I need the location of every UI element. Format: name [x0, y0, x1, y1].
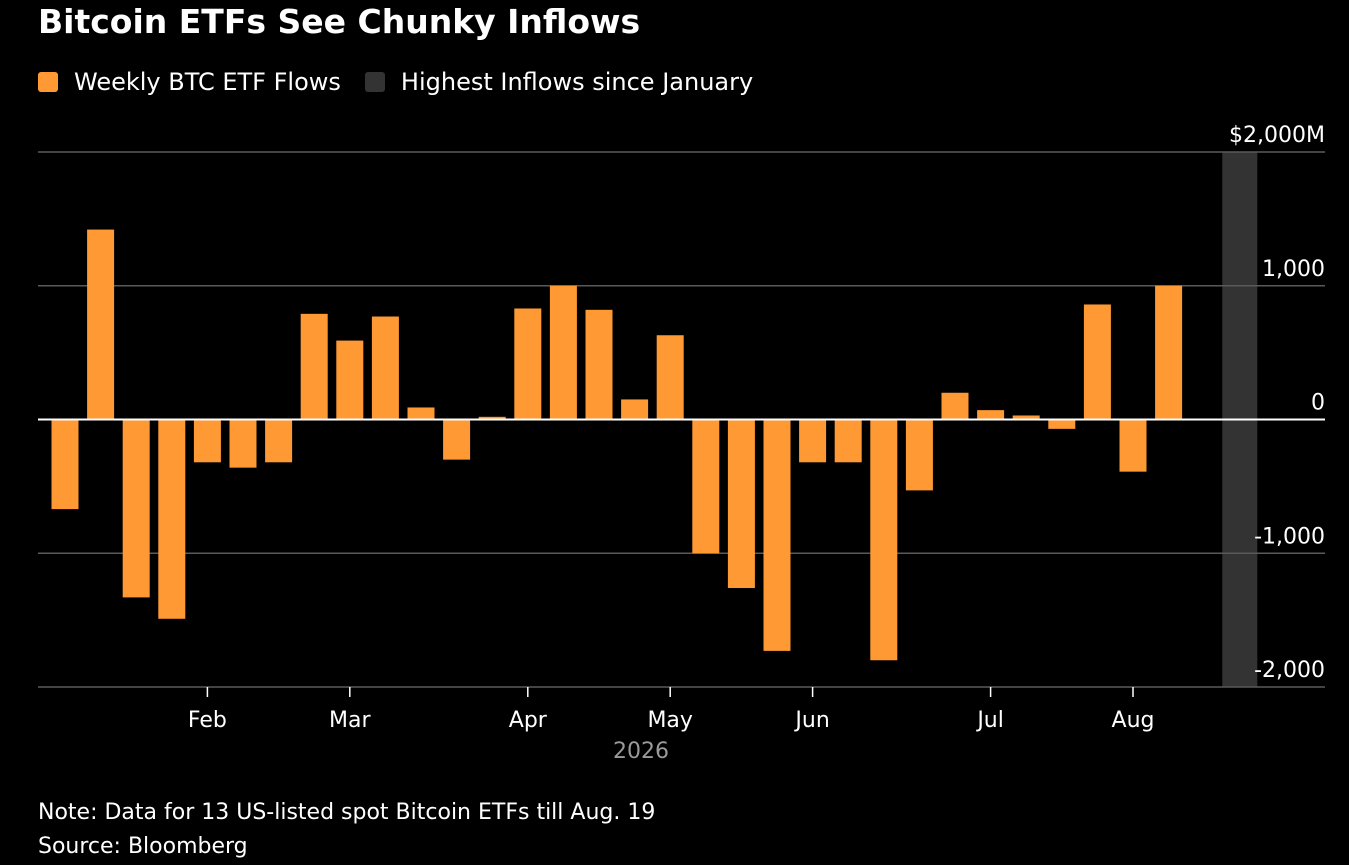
bar — [158, 419, 186, 619]
bar — [941, 392, 969, 420]
bar — [1155, 285, 1183, 420]
bar — [1119, 419, 1147, 472]
chart-footer: Note: Data for 13 US-listed spot Bitcoin… — [38, 796, 655, 864]
bar — [656, 335, 684, 420]
bar — [1012, 415, 1040, 420]
bar — [905, 419, 933, 491]
bar — [336, 340, 364, 420]
x-tick-label: Jul — [975, 708, 1004, 733]
bar — [870, 419, 898, 661]
bar — [443, 419, 471, 460]
bar — [1048, 419, 1076, 429]
bar — [265, 419, 293, 463]
legend: Weekly BTC ETF Flows Highest Inflows sin… — [38, 66, 777, 98]
legend-swatch-highlight — [364, 72, 385, 92]
footer-source: Source: Bloomberg — [38, 834, 248, 859]
y-tick-label: -2,000 — [1254, 658, 1325, 683]
bar — [727, 419, 755, 589]
legend-label-highlight: Highest Inflows since January — [400, 68, 754, 96]
footer-note: Note: Data for 13 US-listed spot Bitcoin… — [38, 800, 656, 825]
legend-item-highlight: Highest Inflows since January — [364, 68, 754, 96]
legend-label-flows: Weekly BTC ETF Flows — [74, 68, 341, 96]
bar — [514, 308, 542, 420]
x-tick-label: Mar — [329, 708, 371, 733]
bar — [977, 410, 1005, 420]
y-tick-label: $2,000M — [1229, 123, 1325, 148]
x-tick-label: Aug — [1112, 708, 1155, 733]
y-tick-label: -1,000 — [1254, 524, 1325, 549]
bar — [1083, 304, 1111, 420]
x-tick-label: Apr — [509, 708, 548, 733]
x-axis-year-label: 2026 — [613, 739, 669, 764]
bar — [407, 407, 435, 420]
bar — [371, 316, 399, 420]
x-tick-label: Feb — [188, 708, 227, 733]
y-tick-label: 0 — [1311, 391, 1325, 416]
bar — [834, 419, 862, 463]
bar — [51, 419, 79, 510]
bar — [122, 419, 150, 598]
bar — [549, 285, 577, 420]
bar — [300, 313, 328, 420]
legend-item-flows: Weekly BTC ETF Flows — [38, 68, 341, 96]
bar — [799, 419, 827, 463]
bar — [585, 309, 613, 420]
legend-swatch-flows — [38, 72, 58, 92]
bar — [621, 399, 649, 420]
y-tick-label: 1,000 — [1262, 257, 1325, 282]
x-tick-label: May — [647, 708, 692, 733]
bar — [478, 416, 506, 420]
bar — [229, 419, 257, 468]
x-tick-label: Jun — [793, 708, 829, 733]
bar — [193, 419, 221, 463]
bar — [763, 419, 791, 651]
chart-title: Bitcoin ETFs See Chunky Inflows — [38, 2, 641, 41]
bar — [87, 229, 115, 420]
bar — [692, 419, 720, 554]
